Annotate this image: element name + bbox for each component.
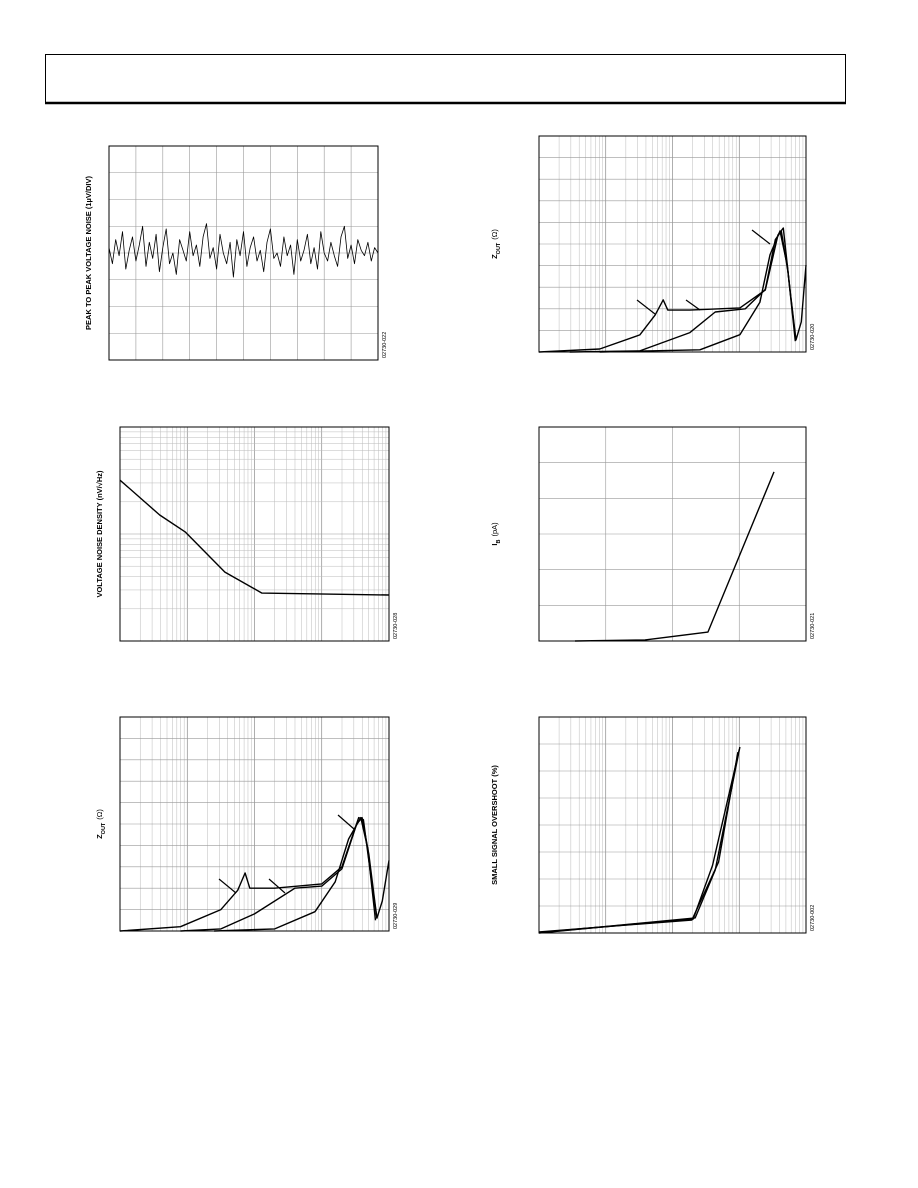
figure-code: 02730-021 xyxy=(810,613,816,639)
y-axis-label: SMALL SIGNAL OVERSHOOT (%) xyxy=(490,765,499,885)
chart: SMALL SIGNAL OVERSHOOT (%) 02730-002 xyxy=(490,716,816,934)
plot-frame xyxy=(538,716,807,934)
header-box xyxy=(45,54,846,103)
chart: ZOUT (Ω) 02730-020 xyxy=(490,135,816,353)
y-axis-label-text: Z xyxy=(490,254,499,259)
y-axis-label-text: Z xyxy=(95,834,104,839)
y-axis-label-sub: OUT xyxy=(496,242,502,254)
charts: PEAK TO PEAK VOLTAGE NOISE (1µV/DIV) 0273… xyxy=(84,135,816,934)
data-line xyxy=(574,471,775,642)
y-axis-label-text: VOLTAGE NOISE DENSITY (nV/√Hz) xyxy=(95,470,104,598)
y-axis-label-text: I xyxy=(490,544,499,546)
y-axis-label: ZOUT (Ω) xyxy=(490,229,502,259)
chart: PEAK TO PEAK VOLTAGE NOISE (1µV/DIV) 0273… xyxy=(84,145,388,361)
data-line xyxy=(214,816,377,932)
plot-frame xyxy=(119,716,390,932)
y-axis-label: PEAK TO PEAK VOLTAGE NOISE (1µV/DIV) xyxy=(84,176,93,330)
y-axis-label: VOLTAGE NOISE DENSITY (nV/√Hz) xyxy=(95,470,104,598)
figure-code: 02730-022 xyxy=(382,332,388,358)
y-axis-label-sub: B xyxy=(496,540,502,544)
y-axis-label: ZOUT (Ω) xyxy=(95,809,107,839)
chart: ZOUT (Ω) 02730-029 xyxy=(95,716,399,932)
plot-frame xyxy=(538,426,807,642)
data-line xyxy=(569,230,796,353)
y-axis-label-text: PEAK TO PEAK VOLTAGE NOISE (1µV/DIV) xyxy=(84,176,93,330)
arrows xyxy=(218,229,771,894)
figure-code: 02730-002 xyxy=(810,905,816,931)
y-axis-label-unit: (pA) xyxy=(490,522,499,537)
chart: VOLTAGE NOISE DENSITY (nV/√Hz) 02730-028 xyxy=(95,426,399,642)
plot-frame xyxy=(119,426,390,642)
data-line xyxy=(538,749,740,934)
y-axis-label-sub: OUT xyxy=(101,822,107,834)
y-axis-label-unit: (Ω) xyxy=(490,229,499,240)
chart: IB (pA) 02730-021 xyxy=(490,426,816,642)
y-axis-label-text: SMALL SIGNAL OVERSHOOT (%) xyxy=(490,765,499,885)
data-line xyxy=(119,479,390,596)
data-line xyxy=(599,230,796,353)
figure-code: 02730-020 xyxy=(810,324,816,350)
plot-frame xyxy=(538,135,807,353)
y-axis-label-unit: (Ω) xyxy=(95,809,104,820)
y-axis-label: IB (pA) xyxy=(490,522,502,546)
figure-code: 02730-028 xyxy=(393,613,399,639)
data-line xyxy=(108,223,379,278)
data-line xyxy=(538,746,741,934)
data-line xyxy=(538,751,739,933)
figure-code: 02730-029 xyxy=(393,903,399,929)
